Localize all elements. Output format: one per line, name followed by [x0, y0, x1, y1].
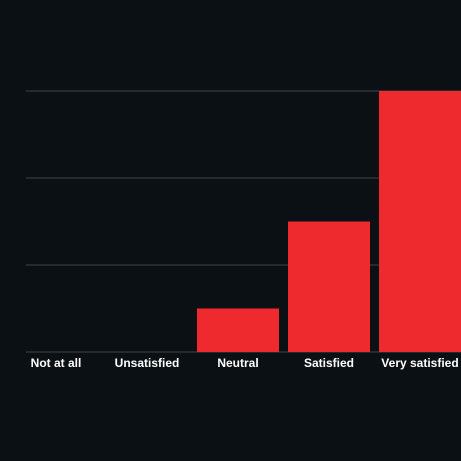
- x-tick-label: Not at all: [31, 356, 82, 370]
- x-tick-label: Neutral: [217, 356, 258, 370]
- x-tick-label: Very satisfied: [381, 356, 458, 370]
- bar: [288, 221, 370, 352]
- x-tick-label: Unsatisfied: [115, 356, 180, 370]
- x-tick-label: Satisfied: [304, 356, 354, 370]
- bar: [197, 308, 279, 352]
- bar: [379, 91, 461, 352]
